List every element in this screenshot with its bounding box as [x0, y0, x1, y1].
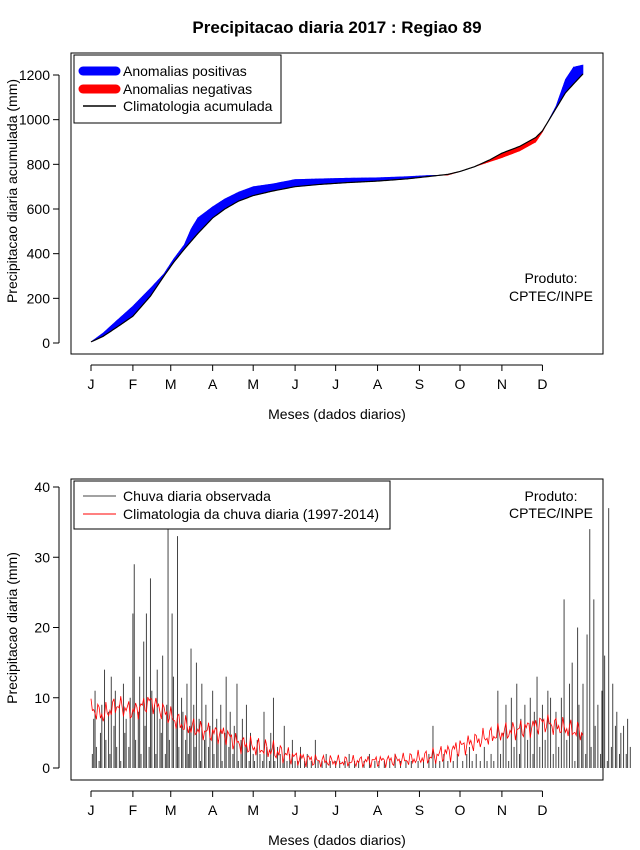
x-tick-label: N — [497, 802, 507, 818]
x-tick-label: S — [415, 802, 424, 818]
x-axis-label: Meses (dados diarios) — [268, 406, 406, 422]
legend-label-climatology: Climatologia acumulada — [123, 98, 273, 114]
x-tick-label: A — [208, 802, 218, 818]
y-tick-label: 20 — [34, 620, 50, 636]
x-tick-label: D — [537, 376, 547, 392]
y-tick-label: 800 — [27, 156, 51, 172]
legend-box — [73, 480, 391, 530]
x-tick-label: A — [373, 802, 383, 818]
y-tick-label: 200 — [27, 290, 51, 306]
product-label: Produto: — [525, 270, 578, 286]
x-tick-label: J — [88, 802, 95, 818]
x-tick-label: M — [247, 802, 259, 818]
product-source: CPTEC/INPE — [509, 505, 593, 521]
x-tick-label: J — [332, 376, 339, 392]
product-label: Produto: — [525, 488, 578, 504]
x-tick-label: O — [455, 802, 466, 818]
x-tick-label: O — [455, 376, 466, 392]
y-tick-label: 600 — [27, 201, 51, 217]
y-tick-label: 0 — [42, 760, 50, 776]
y-tick-label: 400 — [27, 246, 51, 262]
y-tick-label: 40 — [34, 479, 50, 495]
x-tick-label: A — [373, 376, 383, 392]
x-tick-label: N — [497, 376, 507, 392]
legend: Chuva diaria observada Climatologia da c… — [73, 480, 391, 530]
figure-title: Precipitacao diaria 2017 : Regiao 89 — [192, 18, 481, 37]
x-axis-label: Meses (dados diarios) — [268, 832, 406, 848]
x-tick-label: J — [292, 376, 299, 392]
y-tick-label: 1200 — [19, 67, 50, 83]
x-tick-label: F — [129, 802, 138, 818]
climatology-daily-line — [90, 696, 584, 769]
legend-label-climatology: Climatologia da chuva diaria (1997-2014) — [123, 506, 379, 522]
y-axis: 0 200 400 600 800 1000 1200 — [19, 67, 60, 351]
legend-label-observed: Chuva diaria observada — [123, 488, 271, 504]
legend: Anomalias positivas Anomalias negativas … — [73, 54, 282, 124]
plot-frame — [70, 478, 604, 781]
x-tick-label: S — [415, 376, 424, 392]
x-tick-label: F — [129, 376, 138, 392]
x-tick-label: J — [332, 802, 339, 818]
y-tick-label: 0 — [42, 335, 50, 351]
x-tick-label: M — [247, 376, 259, 392]
product-source: CPTEC/INPE — [509, 288, 593, 304]
x-tick-label: A — [208, 376, 218, 392]
x-tick-label: M — [165, 802, 177, 818]
y-axis-label: Precipitacao diaria acumulada (mm) — [4, 79, 20, 303]
y-tick-label: 1000 — [19, 112, 50, 128]
daily-panel: 0 10 20 30 40 J F M A M J J A S O N D Meses (dados diar… — [4, 478, 631, 848]
x-tick-label: M — [165, 376, 177, 392]
climatology-cumulative-line — [90, 73, 584, 343]
y-axis: 0 10 20 30 40 — [34, 479, 60, 776]
cumulative-panel: 0 200 400 600 800 1000 1200 J F M A M J J A S O N D Meses… — [4, 52, 604, 422]
legend-label-negative: Anomalias negativas — [123, 81, 252, 97]
y-axis-label: Precipitacao diaria (mm) — [4, 552, 20, 704]
observed-daily-bars — [91, 508, 631, 768]
x-tick-label: D — [537, 802, 547, 818]
x-tick-label: J — [88, 376, 95, 392]
legend-label-positive: Anomalias positivas — [123, 63, 247, 79]
plot-frame — [70, 52, 604, 355]
y-tick-label: 30 — [34, 549, 50, 565]
x-tick-label: J — [292, 802, 299, 818]
y-tick-label: 10 — [34, 690, 50, 706]
